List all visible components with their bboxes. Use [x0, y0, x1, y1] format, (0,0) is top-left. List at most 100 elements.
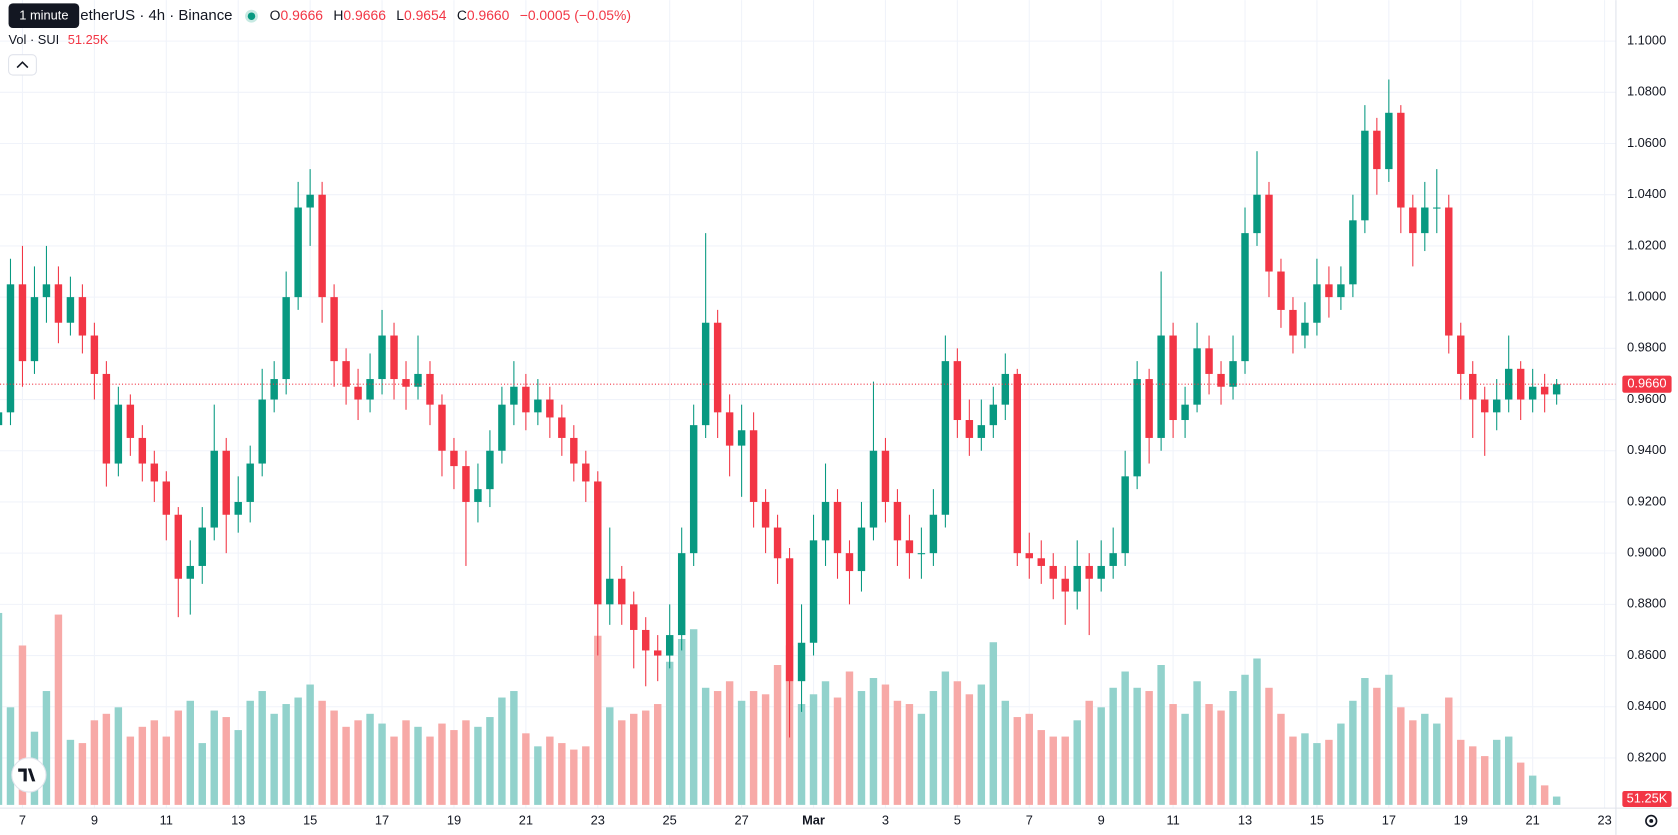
volume-bar: [869, 678, 878, 805]
candle-body: [18, 284, 27, 362]
candle-body: [1085, 565, 1093, 579]
volume-bar: [665, 661, 674, 805]
volume-bar: [282, 704, 290, 805]
candle-body: [1313, 284, 1321, 323]
volume-bar: [342, 726, 350, 805]
volume-bar: [402, 720, 410, 805]
candle-body: [1013, 373, 1022, 554]
volume-bar: [1433, 723, 1441, 805]
volume-bar: [1181, 713, 1189, 805]
volume-bar: [965, 694, 974, 805]
ohlc-value: 0.9666: [281, 7, 324, 23]
volume-bar: [689, 629, 698, 805]
volume-bar: [0, 612, 3, 805]
candle-body: [989, 404, 998, 426]
volume-bar: [546, 736, 554, 805]
candle-body: [102, 373, 111, 464]
candle-body: [737, 430, 746, 446]
candle-body: [1289, 309, 1297, 336]
candle-body: [0, 412, 3, 426]
settings-icon[interactable]: [1645, 814, 1658, 828]
candle-body: [78, 297, 87, 336]
candle-body: [1421, 207, 1429, 234]
volume-bar: [270, 713, 278, 805]
y-tick-label: 0.9800: [1627, 340, 1666, 355]
volume-bar: [114, 707, 123, 805]
volume-bar: [570, 749, 578, 805]
volume-bar: [737, 700, 746, 805]
y-tick-label: 0.9200: [1627, 493, 1666, 508]
volume-bar: [1121, 671, 1129, 805]
x-tick-label: 17: [1382, 812, 1396, 827]
volume-bar: [174, 710, 183, 805]
volume-title: Vol · SUI 51.25K: [9, 32, 109, 47]
y-tick-label: 0.9000: [1627, 545, 1666, 560]
candle-body: [318, 194, 326, 298]
candle-body: [246, 463, 254, 502]
volume-bar: [1552, 796, 1561, 805]
y-tick-label: 0.9600: [1627, 391, 1666, 406]
candle-body: [1133, 379, 1141, 477]
volume-bar: [66, 739, 75, 805]
symbol-title[interactable]: etherUS · 4h · Binance: [80, 7, 232, 24]
y-tick-label: 1.0400: [1627, 186, 1666, 201]
change: −0.0005 (−0.05%): [520, 7, 631, 23]
candle-body: [917, 553, 926, 555]
candle-body: [1217, 373, 1225, 387]
x-tick-label: 13: [1238, 812, 1252, 827]
candle-body: [809, 540, 818, 643]
x-tick-label: 7: [19, 812, 26, 827]
volume-bar: [893, 700, 902, 805]
candle-body: [90, 335, 99, 374]
candle-body: [1528, 386, 1537, 400]
candle-body: [570, 437, 578, 464]
logo[interactable]: [11, 757, 47, 793]
candle-body: [630, 604, 638, 630]
volume-bar: [1349, 700, 1357, 805]
candle-body: [642, 629, 650, 651]
volume-bar: [222, 717, 230, 805]
candle-body: [725, 412, 734, 446]
ohlc-value: 0.9660: [467, 7, 510, 23]
volume-bar: [1493, 739, 1501, 805]
x-tick-label: 19: [447, 812, 461, 827]
candle-body: [1397, 112, 1405, 208]
candle-body: [42, 284, 51, 298]
volume-bar: [1229, 691, 1237, 805]
candle-body: [54, 284, 63, 323]
candle-body: [1205, 348, 1213, 374]
candle-body: [282, 297, 290, 380]
volume-bar: [749, 691, 758, 805]
candle-body: [522, 386, 530, 413]
y-tick-label: 0.9400: [1627, 442, 1666, 457]
candle-body: [893, 501, 902, 541]
candle-body: [1361, 130, 1369, 221]
candle-body: [761, 501, 770, 528]
overlay: etherUS · 4h · Binance 1 minute O0.9666 …: [8, 3, 1658, 828]
candle-body: [1229, 361, 1237, 387]
candle-body: [138, 437, 147, 464]
candle-body: [1181, 404, 1189, 421]
candle-body: [1109, 553, 1117, 566]
candle-body: [1409, 207, 1417, 234]
candle-body: [1457, 335, 1465, 374]
volume-bar: [330, 710, 338, 805]
candle-body: [1325, 284, 1333, 298]
volume-bar: [318, 700, 326, 805]
candle-body: [1493, 399, 1501, 413]
volume-bar: [354, 720, 362, 805]
candle-body: [162, 481, 171, 515]
candle-body: [1265, 194, 1273, 272]
volume-bar: [534, 746, 542, 805]
volume-bar: [390, 736, 398, 805]
volume-last: 51.25K: [68, 32, 109, 47]
volume-bar: [773, 665, 782, 805]
x-tick-label: Mar: [802, 812, 825, 827]
last-price-label: 0.9660: [1627, 376, 1666, 391]
candle-body: [665, 635, 674, 656]
volume-bar: [1241, 674, 1249, 805]
x-tick-label: 11: [1166, 812, 1179, 827]
volume-bar: [126, 736, 135, 805]
collapse-button[interactable]: [8, 54, 37, 76]
